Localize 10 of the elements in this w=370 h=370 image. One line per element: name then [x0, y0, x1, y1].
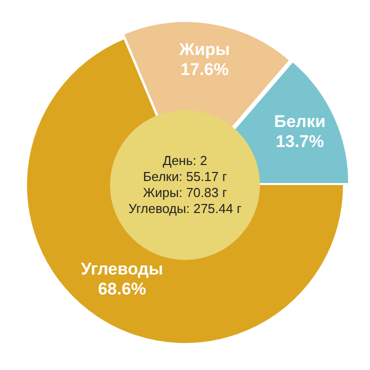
text: Углеводы: 275.44 г: [128, 201, 242, 217]
data-label: 13.7%: [276, 132, 324, 151]
slice-label: Углеводы: [80, 259, 164, 278]
data-label: 17.6%: [180, 60, 229, 79]
text: Белки: 55.17 г: [143, 169, 227, 185]
slice-label: Жиры: [178, 40, 230, 59]
data-label: 68.6%: [98, 279, 146, 298]
text: Жиры: 70.83 г: [143, 185, 227, 201]
text: День: 2: [162, 153, 208, 169]
slice-label: Белки: [274, 112, 326, 131]
